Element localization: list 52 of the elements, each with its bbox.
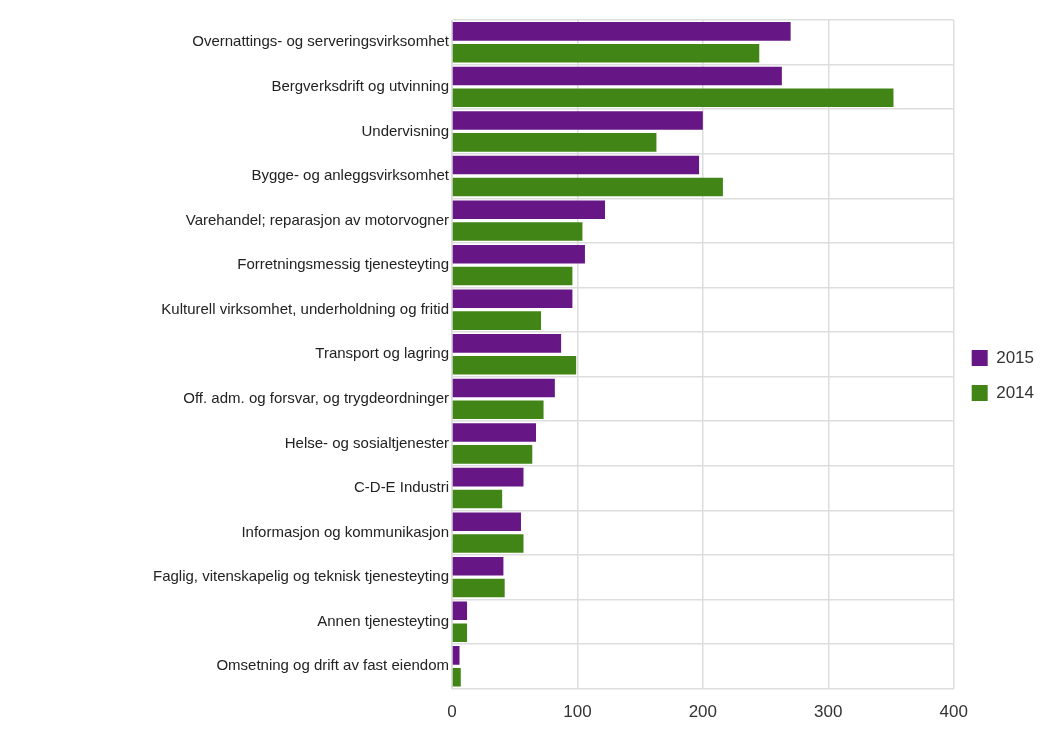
x-tick-label: 400 xyxy=(939,702,968,722)
y-tick-label: Omsetning og drift av fast eiendom xyxy=(216,656,449,674)
bar xyxy=(452,266,573,286)
bar xyxy=(452,467,524,487)
bar xyxy=(452,646,460,665)
y-tick-label: Helse- og sosialtjenester xyxy=(284,433,449,451)
bar xyxy=(452,534,524,553)
x-tick-label: 200 xyxy=(688,702,718,722)
x-tick-label: 100 xyxy=(563,702,592,722)
bar xyxy=(452,22,791,41)
y-tick-label: Faglig, vitenskapelig og teknisk tjenesteyting xyxy=(152,567,449,585)
x-tick-label: 0 xyxy=(447,702,457,722)
bar xyxy=(452,222,583,241)
bar xyxy=(452,601,468,621)
bar xyxy=(452,578,505,598)
y-tick-label: Informasjon og kommunikasjon xyxy=(241,522,449,540)
legend-label: 2015 xyxy=(996,347,1035,367)
y-tick-label: Annen tjenesteyting xyxy=(317,611,449,629)
bar xyxy=(452,43,760,63)
bar xyxy=(452,667,461,687)
bar xyxy=(452,88,894,108)
bar xyxy=(452,400,544,420)
y-tick-label: Bygge- og anleggsvirksomhet xyxy=(251,166,450,184)
x-tick-label: 300 xyxy=(814,702,843,722)
y-tick-label: Undervisning xyxy=(361,121,449,139)
y-tick-label: Forretningsmessig tjenesteyting xyxy=(237,255,449,273)
bar xyxy=(452,66,782,86)
bar xyxy=(452,289,573,309)
y-tick-label: C-D-E Industri xyxy=(353,478,449,496)
bar xyxy=(452,489,503,509)
bar xyxy=(452,512,521,531)
y-tick-label: Bergverksdrift og utvinning xyxy=(271,77,449,94)
bar xyxy=(452,355,577,375)
bar xyxy=(452,177,723,197)
bar xyxy=(452,623,468,642)
y-tick-label: Kulturell virksomhet, underholdning og fritid xyxy=(161,299,449,317)
bar xyxy=(452,111,703,130)
bar xyxy=(452,445,533,464)
bar xyxy=(452,423,537,442)
bar xyxy=(452,244,585,264)
bar xyxy=(452,378,555,398)
y-tick-label: Varehandel; reparasjon av motorvogner xyxy=(185,210,449,228)
bar xyxy=(452,200,606,219)
bar xyxy=(452,155,700,175)
bar xyxy=(452,556,504,576)
bar xyxy=(452,133,657,152)
y-tick-label: Transport og lagring xyxy=(315,344,449,362)
y-tick-label: Overnattings- og serveringsvirksomhet xyxy=(192,32,450,50)
legend-label: 2014 xyxy=(996,382,1035,402)
bar xyxy=(452,334,562,353)
y-tick-label: Off. adm. og forsvar, og trygdeordninger xyxy=(183,389,449,407)
bar xyxy=(452,311,542,330)
